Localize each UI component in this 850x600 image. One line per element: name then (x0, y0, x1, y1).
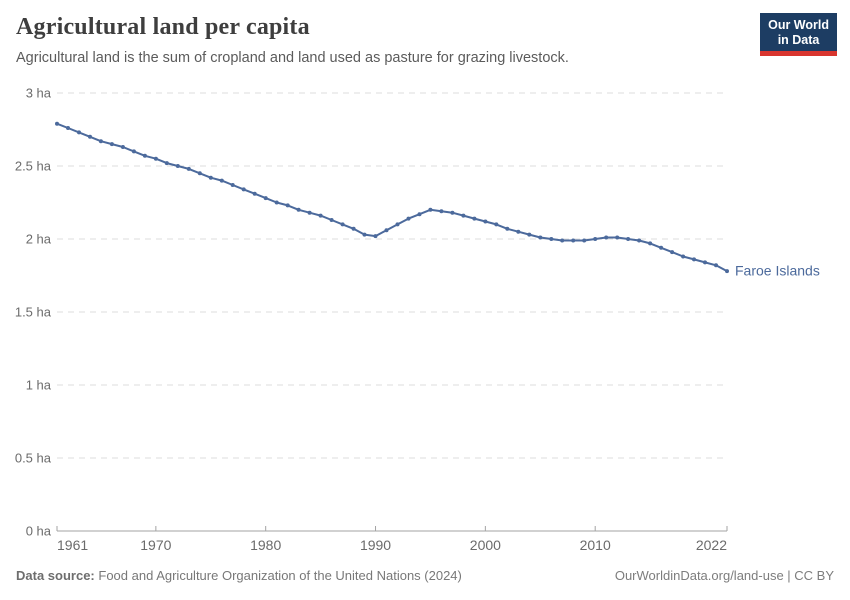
data-point (98, 139, 103, 144)
data-point (527, 232, 532, 237)
data-point (340, 222, 345, 227)
data-source-text: Food and Agriculture Organization of the… (98, 568, 462, 583)
data-point (571, 238, 576, 243)
data-point (472, 216, 477, 221)
x-axis-tick-label: 1970 (140, 537, 171, 553)
data-point (450, 210, 455, 215)
owid-logo-line1: Our World (768, 18, 829, 32)
x-axis-tick-label: 2000 (470, 537, 501, 553)
data-point (285, 203, 290, 208)
data-point (648, 241, 653, 246)
y-axis-tick-label: 0.5 ha (15, 451, 52, 466)
data-point (142, 153, 147, 158)
series-end-label[interactable]: Faroe Islands (735, 263, 820, 279)
data-point (252, 191, 257, 196)
data-point (703, 260, 707, 265)
y-axis-tick-label: 0 ha (26, 524, 52, 539)
data-point (186, 166, 191, 171)
data-point (714, 263, 718, 268)
data-source-label: Data source: (16, 568, 95, 583)
data-point (417, 212, 422, 217)
data-point (219, 178, 224, 183)
y-axis-tick-label: 1 ha (26, 378, 52, 393)
data-point (483, 219, 488, 224)
data-point (582, 238, 587, 243)
data-point (615, 235, 620, 240)
data-line-faroe-islands[interactable] (56, 122, 728, 273)
data-point (66, 126, 70, 130)
credit-link[interactable]: OurWorldinData.org/land-use | CC BY (614, 568, 834, 583)
data-point (681, 254, 686, 259)
y-axis-tick-label: 3 ha (26, 86, 52, 101)
data-point (384, 228, 389, 233)
data-point (55, 121, 59, 126)
data-point (131, 149, 136, 154)
data-point (505, 226, 510, 231)
data-point (77, 130, 81, 135)
data-point (351, 226, 356, 231)
data-point (560, 238, 565, 243)
x-axis-tick-label: 1961 (57, 537, 88, 553)
data-point (109, 142, 114, 147)
data-point (88, 134, 92, 139)
data-point (725, 269, 729, 274)
data-point (296, 207, 301, 212)
data-point (670, 250, 675, 255)
data-point (274, 200, 279, 205)
data-point (626, 237, 631, 241)
data-point (241, 187, 246, 192)
data-point (538, 235, 543, 240)
x-axis-tick-label: 1980 (250, 537, 281, 553)
data-point (406, 216, 411, 221)
x-axis-tick-label: 2022 (696, 537, 727, 553)
page-title: Agricultural land per capita (16, 14, 310, 40)
data-point (175, 164, 180, 168)
owid-logo[interactable]: Our World in Data (760, 13, 837, 56)
data-point (263, 196, 268, 201)
data-point (318, 213, 323, 218)
data-point (494, 222, 499, 227)
data-source: Data source: Food and Agriculture Organi… (16, 566, 462, 586)
chart-footer: Data source: Food and Agriculture Organi… (16, 566, 834, 586)
data-point (373, 234, 378, 239)
y-axis-tick-label: 1.5 ha (15, 305, 52, 320)
data-point (516, 229, 521, 234)
data-point (428, 207, 433, 212)
owid-logo-line2: in Data (777, 33, 820, 47)
data-point (208, 175, 213, 180)
data-point (604, 235, 609, 240)
data-point (439, 209, 444, 214)
x-axis-tick-label: 2010 (580, 537, 611, 553)
data-point (461, 213, 466, 218)
y-axis-tick-label: 2 ha (26, 232, 52, 247)
data-point (395, 222, 400, 227)
data-point (230, 183, 235, 187)
y-axis-tick-label: 2.5 ha (15, 159, 52, 174)
data-point (307, 210, 312, 215)
data-point (153, 156, 158, 161)
data-point (362, 232, 367, 237)
chart-subtitle: Agricultural land is the sum of cropland… (16, 50, 569, 66)
data-point (549, 237, 554, 241)
data-point (329, 218, 334, 222)
data-point (120, 145, 125, 149)
data-point (197, 171, 202, 176)
data-point (659, 245, 664, 250)
data-point (637, 238, 642, 243)
data-point (593, 237, 598, 241)
data-point (692, 257, 696, 262)
data-point (164, 161, 169, 166)
x-axis-tick-label: 1990 (360, 537, 391, 553)
